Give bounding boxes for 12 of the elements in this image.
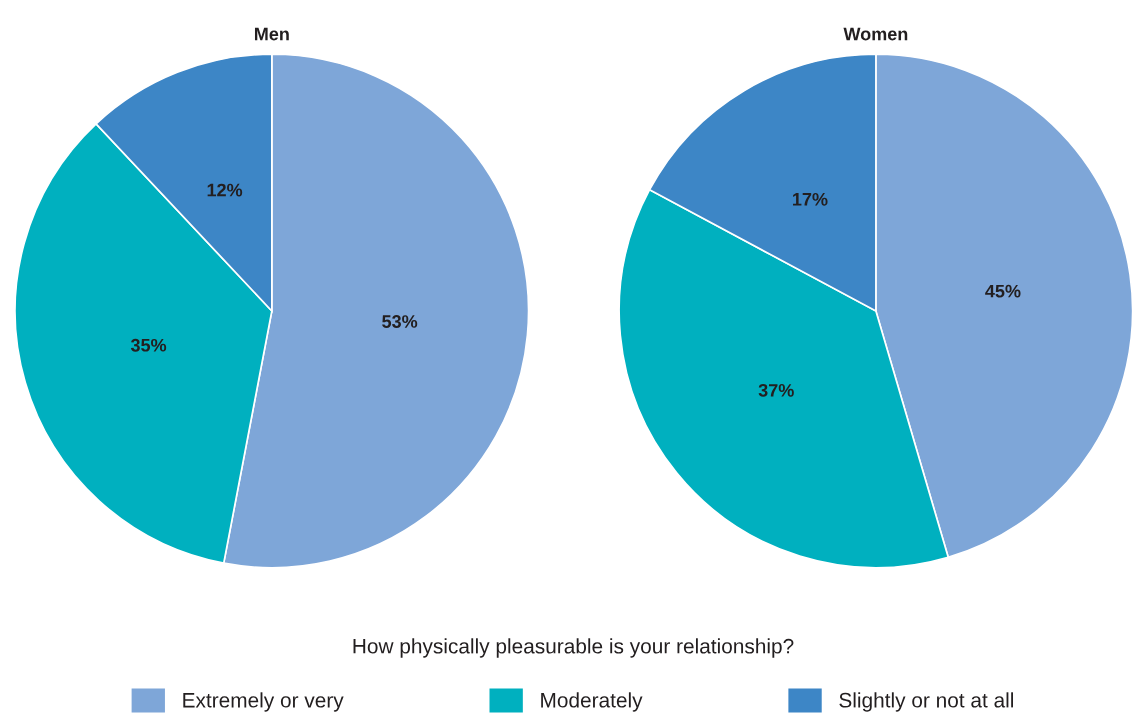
- data-label: 12%: [207, 183, 243, 197]
- legend-label: Extremely or very: [183, 692, 344, 712]
- legend-label: Slightly or not at all: [839, 692, 1014, 712]
- data-label: 53%: [382, 315, 418, 328]
- text: How physically pleasurable is your relationship?: [353, 638, 794, 658]
- data-label: 17%: [793, 192, 828, 206]
- data-label: 37%: [758, 383, 794, 397]
- data-label: 45%: [985, 284, 1021, 298]
- data-label: 35%: [130, 338, 167, 352]
- legend-label: Moderately: [541, 692, 643, 712]
- slice-label: Women: [843, 27, 908, 41]
- slice-label: Men: [254, 27, 289, 41]
